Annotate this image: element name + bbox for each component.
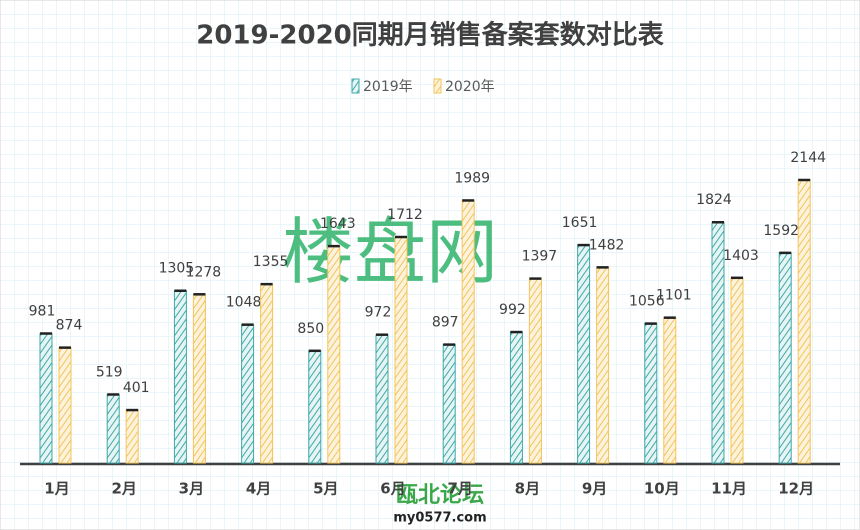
x-tick-label: 2月: [111, 480, 136, 498]
bar: [730, 277, 744, 464]
bar: [509, 331, 523, 464]
legend-label: 2019年: [363, 79, 413, 95]
bar: [644, 323, 658, 464]
bar: [106, 393, 120, 464]
bar: [461, 199, 475, 464]
bar: [528, 278, 542, 464]
data-label: 2144: [790, 150, 826, 166]
data-label: 1403: [723, 248, 759, 264]
legend-swatch: [351, 78, 360, 94]
data-label: 874: [56, 318, 83, 334]
data-label: 1278: [186, 264, 222, 280]
x-tick-label: 7月: [447, 480, 472, 498]
bar: [577, 244, 591, 464]
data-label: 401: [123, 380, 150, 396]
data-label: 1643: [320, 216, 356, 232]
x-tick-label: 1月: [44, 480, 69, 498]
bar: [442, 344, 456, 464]
bar: [241, 324, 255, 464]
data-label: 992: [499, 302, 526, 318]
data-label: 1101: [656, 288, 692, 304]
data-label: 1989: [454, 170, 490, 186]
bar: [39, 333, 53, 464]
data-label: 1651: [562, 215, 598, 231]
bar: [125, 409, 139, 464]
legend-label: 2020年: [445, 79, 495, 95]
data-label: 1592: [763, 223, 799, 239]
x-tick-label: 6月: [380, 480, 405, 498]
data-label: 1824: [696, 192, 732, 208]
x-tick-label: 9月: [582, 480, 607, 498]
legend: 2019年 2020年: [363, 79, 495, 95]
data-label: 1056: [629, 294, 665, 310]
bar: [327, 245, 341, 464]
data-label: 1305: [159, 261, 195, 277]
x-tick-label: 3月: [179, 480, 204, 498]
x-tick-label: 4月: [246, 480, 271, 498]
data-label: 1397: [522, 249, 558, 265]
chart-title: 2019-2020同期月销售备案套数对比表: [196, 20, 665, 51]
bar: [375, 334, 389, 464]
bar: [663, 317, 677, 464]
bar: [778, 252, 792, 464]
x-tick-label: 8月: [515, 480, 540, 498]
data-label: 519: [96, 364, 123, 380]
data-label: 972: [365, 305, 392, 321]
bar: [58, 347, 72, 464]
data-label: 850: [297, 321, 324, 337]
bar: [173, 290, 187, 464]
bar: [260, 283, 274, 464]
legend-swatch: [433, 78, 442, 94]
x-tick-label: 5月: [313, 480, 338, 498]
x-tick-label: 11月: [711, 480, 747, 498]
bar: [596, 266, 610, 464]
watermark: my0577.com: [393, 511, 486, 526]
x-tick-label: 12月: [778, 480, 814, 498]
data-label: 897: [432, 315, 459, 331]
bar: [308, 350, 322, 464]
data-label: 1712: [387, 207, 423, 223]
data-label: 1482: [589, 237, 625, 253]
watermark: 瓯北论坛: [396, 482, 484, 508]
data-label: 1355: [253, 254, 289, 270]
bar: [394, 236, 408, 464]
bar: [797, 179, 811, 464]
bar: [192, 293, 206, 464]
data-label: 1048: [226, 295, 262, 311]
x-tick-label: 10月: [644, 480, 680, 498]
data-label: 981: [29, 304, 56, 320]
